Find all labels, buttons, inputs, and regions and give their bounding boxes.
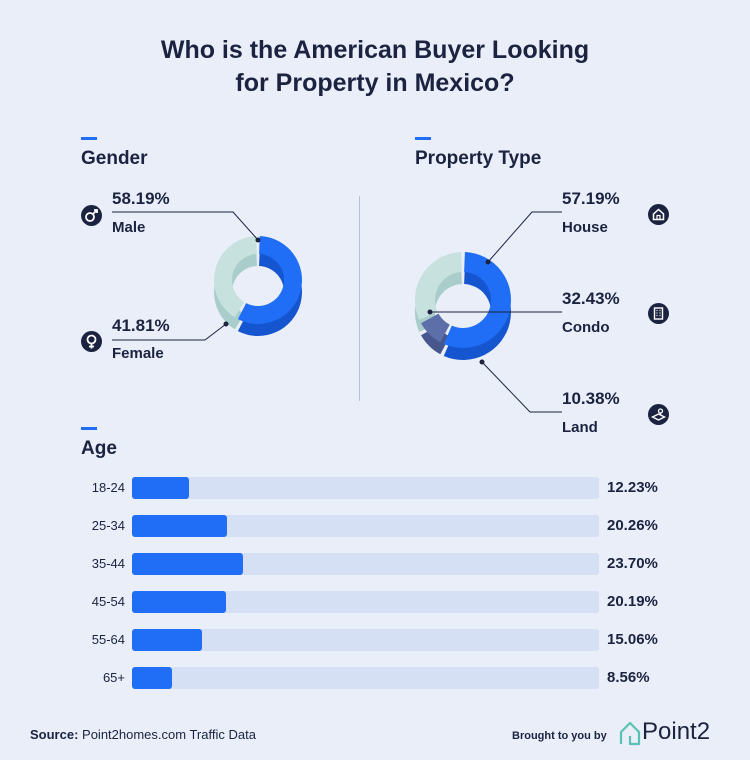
land-label: Land [562, 419, 598, 436]
age-bar-45-54 [132, 591, 226, 613]
leader-dot-0 [255, 237, 261, 243]
source-note: Source: Point2homes.com Traffic Data [30, 727, 256, 742]
leader-dot-2 [485, 259, 491, 265]
age-label-18-24: 18-24 [91, 480, 125, 495]
age-bar-18-24 [132, 477, 189, 499]
age-value-45-54: 20.19% [607, 593, 658, 610]
age-label-45-54: 45-54 [91, 594, 125, 609]
point2-logo-text: Point2 [642, 718, 711, 745]
property-donut-slice-condo [415, 252, 462, 320]
age-track-55-64 [132, 629, 599, 651]
age-value-55-64: 15.06% [607, 631, 658, 648]
female-pct: 41.81% [112, 316, 170, 335]
age-bar-35-44 [132, 553, 243, 575]
leader-dot-3 [427, 309, 433, 315]
house-icon [648, 204, 669, 225]
condo-pct: 32.43% [562, 289, 620, 308]
gender-donut-slice-male [237, 236, 303, 324]
property-donut-slice-land [421, 313, 450, 343]
point2-logo-icon [619, 721, 641, 746]
property-heading: Property Type [415, 148, 542, 169]
age-bar-25-34 [132, 515, 227, 537]
building-icon [648, 303, 669, 324]
source-label: Source: [30, 727, 79, 742]
land-pct: 10.38% [562, 389, 620, 408]
age-label-55-64: 55-64 [91, 632, 125, 647]
age-label-35-44: 35-44 [91, 556, 125, 571]
house-pct: 57.19% [562, 189, 620, 208]
age-track-18-24 [132, 477, 599, 499]
leader-dot-1 [223, 321, 229, 327]
gender-heading: Gender [81, 148, 148, 169]
gender-donut-slice-female [214, 236, 257, 318]
age-bar-65+ [132, 667, 172, 689]
gender-section-dash [81, 137, 97, 140]
age-value-25-34: 20.26% [607, 517, 658, 534]
condo-label: Condo [562, 319, 610, 336]
land-icon [648, 404, 669, 425]
source-text: Point2homes.com Traffic Data [82, 727, 256, 742]
title-line-2: for Property in Mexico? [235, 69, 515, 97]
leader-dot-4 [479, 359, 485, 365]
page-title: Who is the American Buyer Looking for Pr… [0, 34, 750, 100]
male-icon [81, 205, 102, 226]
age-track-35-44 [132, 553, 599, 575]
male-pct: 58.19% [112, 189, 170, 208]
age-section-dash [81, 427, 97, 430]
house-label: House [562, 219, 608, 236]
age-value-35-44: 23.70% [607, 555, 658, 572]
age-label-25-34: 25-34 [91, 518, 125, 533]
age-label-65+: 65+ [102, 670, 125, 685]
age-value-18-24: 12.23% [607, 479, 658, 496]
male-label: Male [112, 219, 146, 236]
title-line-1: Who is the American Buyer Looking [160, 36, 590, 64]
age-bar-55-64 [132, 629, 202, 651]
property-donut-slice-house [443, 252, 511, 348]
age-track-25-34 [132, 515, 599, 537]
brand-note: Brought to you by [512, 730, 607, 742]
male-leader [112, 211, 259, 241]
age-track-65+ [132, 667, 599, 689]
section-divider [359, 196, 360, 401]
age-value-65+: 8.56% [607, 669, 650, 686]
house-leader [487, 211, 562, 263]
age-track-45-54 [132, 591, 599, 613]
female-label: Female [112, 345, 164, 362]
female-leader [112, 323, 227, 341]
land-leader [481, 361, 562, 413]
property-section-dash [415, 137, 431, 140]
female-icon [81, 331, 102, 352]
age-heading: Age [81, 438, 117, 459]
